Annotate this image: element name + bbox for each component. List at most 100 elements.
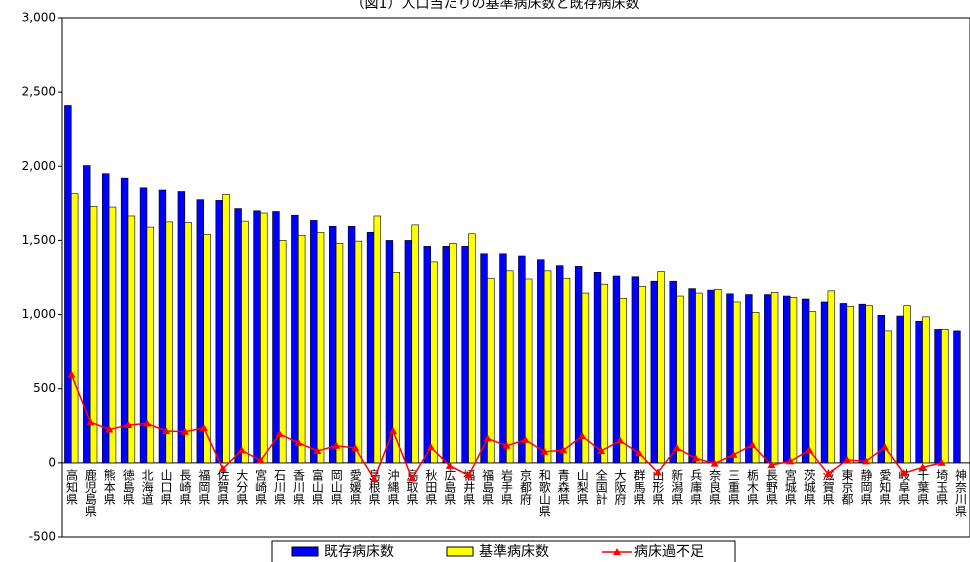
bar — [770, 292, 779, 464]
bar — [669, 280, 677, 464]
x-tick-label: 青森県 — [556, 468, 570, 504]
bar — [789, 297, 798, 464]
marker — [616, 436, 625, 444]
bar — [120, 177, 129, 464]
bar — [260, 212, 268, 464]
x-tick-label: 和歌山県 — [537, 468, 551, 516]
marker — [559, 446, 568, 454]
bar — [650, 280, 658, 464]
x-tick-label: 福井県 — [462, 467, 476, 504]
marker — [162, 426, 171, 434]
bar — [733, 301, 741, 464]
x-tick-label: 愛知県 — [878, 468, 892, 504]
marker — [237, 446, 246, 454]
bar — [751, 312, 760, 464]
bar — [631, 276, 640, 464]
bar — [430, 261, 438, 464]
x-tick-label: 山形県 — [651, 468, 665, 504]
marker — [370, 475, 379, 483]
x-tick-label: 栃木県 — [745, 468, 759, 504]
bar — [347, 226, 356, 464]
marker — [899, 469, 908, 477]
bar — [404, 240, 413, 464]
x-tick-label: 石川県 — [273, 469, 287, 505]
marker — [105, 425, 114, 433]
marker — [634, 449, 643, 457]
bar — [146, 226, 155, 464]
legend-swatch — [291, 546, 319, 557]
x-tick-label: 滋賀県 — [821, 468, 835, 504]
y-tick-label: 1,500 — [22, 233, 56, 247]
bar — [707, 289, 715, 464]
x-tick-label: 岐阜県 — [897, 468, 911, 504]
bar — [808, 311, 817, 464]
x-tick-label: 山口県 — [159, 468, 173, 504]
x-tick-label: 広島県 — [443, 468, 457, 504]
y-tick-label: 3,000 — [22, 11, 56, 25]
x-tick-label: 愛媛県 — [348, 468, 362, 504]
marker — [578, 432, 587, 440]
bar — [619, 297, 627, 464]
bar — [726, 293, 734, 464]
marker — [805, 446, 814, 454]
bar — [316, 231, 325, 464]
marker — [275, 429, 284, 437]
bar — [442, 246, 450, 464]
bar — [827, 290, 836, 464]
x-tick-label: 香川県 — [291, 468, 305, 504]
bar — [354, 240, 363, 464]
marker — [351, 444, 360, 452]
marker — [218, 464, 227, 472]
bar — [461, 246, 469, 464]
bar — [506, 270, 514, 464]
marker — [67, 370, 76, 378]
bar — [310, 220, 318, 464]
x-tick-label: 茨城県 — [802, 468, 816, 504]
x-tick-label: 山梨県 — [575, 468, 589, 504]
x-tick-label: 東京都 — [840, 468, 854, 504]
x-tick-label: 徳島県 — [121, 467, 135, 504]
x-tick-label: 鹿児島県 — [83, 467, 97, 516]
legend-label: 既存病床数 — [324, 544, 394, 560]
bar — [499, 253, 507, 464]
bar — [903, 305, 911, 464]
bar — [922, 316, 930, 464]
bar — [846, 306, 854, 464]
bar — [215, 200, 223, 464]
bar — [953, 330, 961, 464]
bar — [272, 211, 280, 464]
marker — [143, 419, 152, 427]
marker — [672, 444, 681, 452]
x-tick-label: 岡山県 — [329, 469, 343, 505]
marker — [426, 443, 435, 451]
bar — [234, 208, 242, 464]
bar — [177, 191, 186, 464]
bar — [695, 292, 703, 464]
bar — [555, 265, 564, 464]
bar — [203, 234, 211, 464]
marker — [483, 434, 492, 442]
x-tick-label: 神奈川県 — [954, 468, 968, 516]
legend-swatch — [446, 546, 474, 557]
bar — [127, 215, 136, 464]
marker — [540, 447, 549, 455]
bar — [158, 189, 167, 464]
bar — [581, 292, 590, 464]
bar — [373, 215, 382, 464]
bar — [518, 255, 526, 464]
bar — [101, 173, 110, 464]
bar — [934, 329, 942, 464]
bar — [366, 231, 375, 464]
x-tick-label: 兵庫県 — [689, 468, 703, 504]
bar — [487, 277, 495, 464]
x-tick-label: 千葉県 — [916, 468, 930, 504]
marker — [521, 435, 530, 443]
x-tick-label: 鳥取県 — [405, 467, 419, 504]
bar — [222, 194, 230, 464]
x-tick-label: 群馬県 — [632, 468, 646, 504]
bar — [688, 288, 696, 464]
legend-marker — [613, 548, 621, 555]
bar — [468, 233, 476, 464]
bar — [108, 206, 117, 464]
bar — [64, 105, 72, 464]
